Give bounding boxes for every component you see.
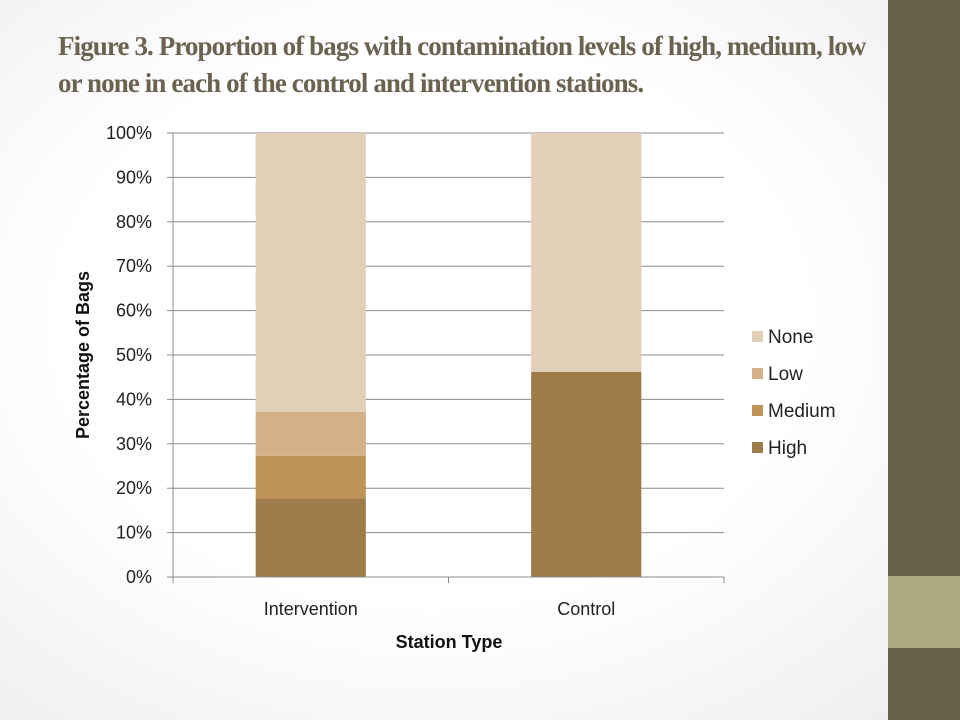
y-tick-label: 10% — [116, 523, 152, 543]
legend-swatch-none — [752, 331, 763, 342]
y-tick-label: 20% — [116, 478, 152, 498]
bar-segment-low-intervention — [255, 411, 366, 456]
legend-swatch-low — [752, 368, 763, 379]
legend-label-medium: Medium — [768, 401, 836, 422]
bar-segment-medium-intervention — [255, 455, 366, 499]
bar-segment-high-control — [531, 371, 642, 577]
bar-segment-high-intervention — [255, 498, 366, 577]
x-tick-label-intervention: Intervention — [264, 599, 358, 619]
figure-label: Figure 3. — [58, 31, 154, 61]
legend-label-low: Low — [768, 364, 803, 385]
legend-label-none: None — [768, 327, 813, 348]
bars — [255, 133, 642, 577]
legend-label-high: High — [768, 438, 807, 459]
y-tick-label: 50% — [116, 345, 152, 365]
legend-swatch-medium — [752, 405, 763, 416]
x-axis-title: Station Type — [396, 632, 503, 652]
slide-sidebar-accent — [888, 576, 960, 648]
y-tick-label: 30% — [116, 434, 152, 454]
y-tick-label: 90% — [116, 167, 152, 187]
y-tick-label: 70% — [116, 256, 152, 276]
slide-title: Figure 3. Proportion of bags with contam… — [58, 28, 878, 102]
axes — [167, 132, 725, 583]
legend: None Low Medium High — [752, 327, 836, 459]
y-tick-label: 40% — [116, 389, 152, 409]
y-tick-label: 100% — [106, 123, 152, 143]
y-tick-label: 60% — [116, 301, 152, 321]
bar-segment-none-intervention — [255, 133, 366, 412]
y-tick-label: 0% — [126, 567, 152, 587]
legend-swatch-high — [752, 442, 763, 453]
x-tick-label-control: Control — [557, 599, 615, 619]
figure-caption: Proportion of bags with contamination le… — [58, 31, 866, 98]
y-tick-labels: 0% 10% 20% 30% 40% 50% 60% 70% 80% 90% 100% — [106, 123, 152, 587]
x-tick-labels: Intervention Control — [264, 599, 616, 619]
y-tick-label: 80% — [116, 212, 152, 232]
bar-segment-none-control — [531, 133, 642, 372]
stacked-bar-chart: 0% 10% 20% 30% 40% 50% 60% 70% 80% 90% 100% Interv… — [73, 123, 836, 652]
slide-sidebar-bar — [888, 0, 960, 720]
y-axis-title: Percentage of Bags — [73, 271, 93, 439]
